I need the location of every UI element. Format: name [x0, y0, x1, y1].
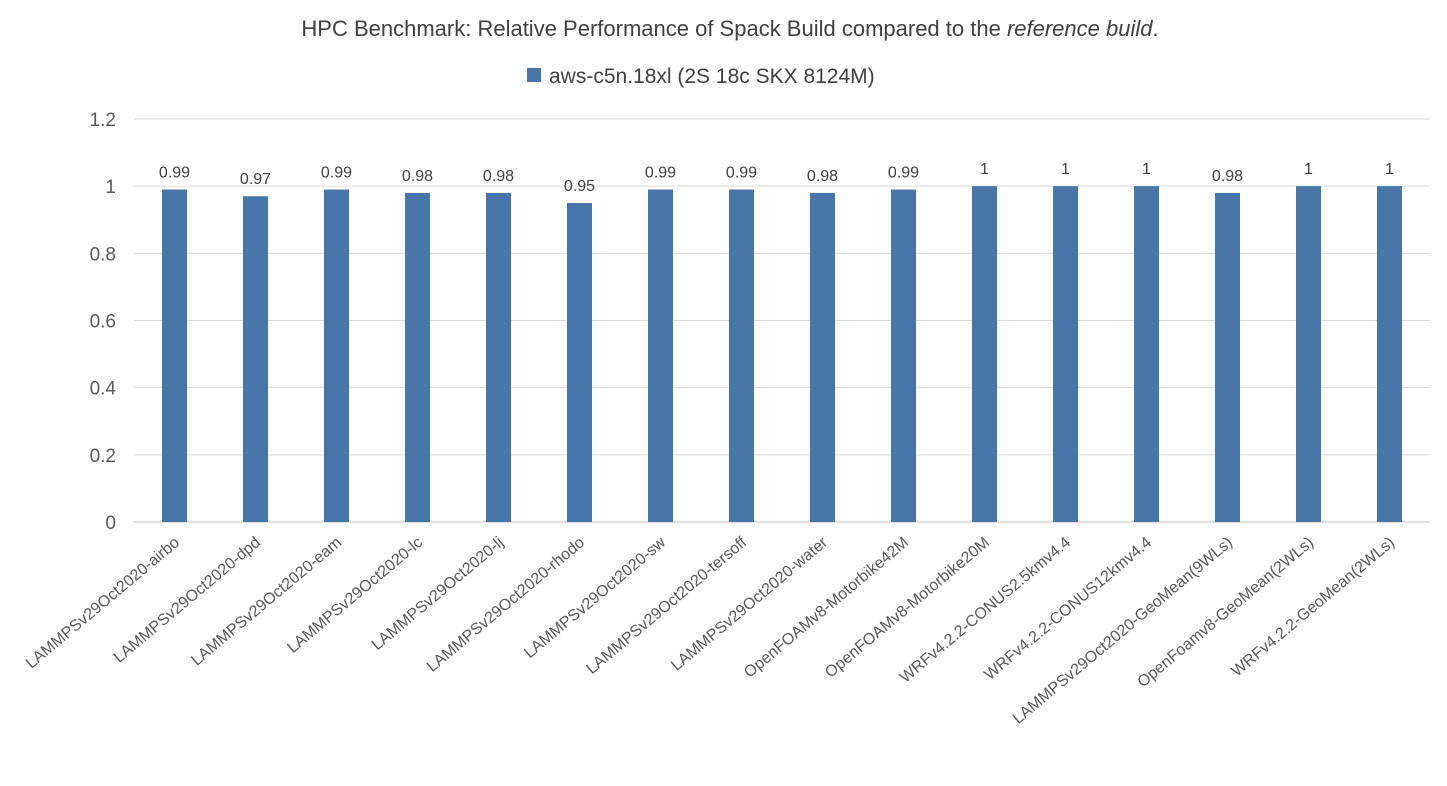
- bar: [1134, 186, 1159, 522]
- data-label: 1: [1142, 161, 1151, 178]
- data-label: 1: [1385, 161, 1394, 178]
- chart-title-emphasis: reference build: [1007, 16, 1153, 41]
- data-label: 0.98: [1212, 168, 1243, 185]
- x-category-label: WRFv4.2.2-GeoMean(2WLs): [1228, 534, 1398, 680]
- data-label: 1: [980, 161, 989, 178]
- data-label: 0.98: [483, 168, 514, 185]
- legend-label: aws-c5n.18xl (2S 18c SKX 8124M): [549, 65, 875, 88]
- data-label: 0.99: [726, 165, 757, 182]
- bar: [810, 192, 835, 522]
- y-tick-label: 1.2: [90, 110, 116, 131]
- bar: [1053, 186, 1078, 522]
- chart-title-main: HPC Benchmark: Relative Performance of S…: [301, 16, 1007, 41]
- gridlines: [134, 118, 1430, 523]
- data-labels: 0.99 0.97 0.99 0.98 0.98 0.95 0.99 0.99 0.98 0.99…: [159, 161, 1394, 195]
- bar: [1296, 186, 1321, 522]
- chart-title-suffix: .: [1152, 16, 1158, 41]
- y-tick-label: 0.4: [90, 379, 117, 400]
- y-axis-tick-labels: 0 0.2 0.4 0.6 0.8 1 1.2: [90, 110, 117, 534]
- x-category-label: LAMMPSv29Oct2020-airbo: [23, 534, 183, 672]
- chart-title: HPC Benchmark: Relative Performance of S…: [301, 16, 1158, 41]
- legend-swatch: [527, 68, 541, 82]
- data-label: 0.98: [402, 168, 433, 185]
- x-category-label: WRFv4.2.2-CONUS12kmv4.4: [981, 534, 1155, 684]
- bar: [324, 189, 349, 522]
- bar: [648, 189, 673, 522]
- data-label: 1: [1061, 161, 1070, 178]
- bar: [972, 186, 997, 522]
- bar: [729, 189, 754, 522]
- y-tick-label: 0.2: [90, 446, 116, 467]
- x-category-label: LAMMPSv29Oct2020-water: [668, 534, 831, 675]
- data-label: 1: [1304, 161, 1313, 178]
- x-category-label: LAMMPSv29Oct2020-tersoff: [583, 534, 750, 678]
- bar: [405, 192, 430, 522]
- x-category-label: LAMMPSv29Oct2020-lc: [284, 534, 426, 657]
- y-tick-label: 0.6: [90, 312, 116, 333]
- x-category-label: OpenFOAMv8-Motorbike20M: [822, 534, 993, 681]
- data-label: 0.97: [240, 171, 271, 188]
- x-category-label: WRFv4.2.2-CONUS2.5kmv4.4: [897, 534, 1074, 687]
- bar: [1215, 192, 1240, 522]
- x-category-label: LAMMPSv29Oct2020-sw: [521, 534, 669, 662]
- data-label: 0.95: [564, 178, 595, 195]
- bar: [891, 189, 916, 522]
- y-tick-label: 0: [105, 513, 116, 534]
- data-label: 0.99: [159, 165, 190, 182]
- x-category-label: LAMMPSv29Oct2020-rhodo: [424, 534, 588, 676]
- legend: aws-c5n.18xl (2S 18c SKX 8124M): [527, 65, 875, 88]
- data-label: 0.99: [888, 165, 919, 182]
- bars: [162, 186, 1402, 523]
- bar: [243, 196, 268, 522]
- data-label: 0.99: [645, 165, 676, 182]
- y-tick-label: 1: [105, 177, 116, 198]
- bar: [162, 189, 187, 522]
- y-tick-label: 0.8: [90, 244, 116, 265]
- x-category-label: LAMMPSv29Oct2020-eam: [188, 534, 345, 669]
- bar: [1377, 186, 1402, 522]
- bar: [486, 192, 511, 522]
- bar: [567, 202, 592, 523]
- x-category-label: OpenFOAMv8-Motorbike42M: [741, 534, 912, 681]
- x-axis-category-labels: LAMMPSv29Oct2020-airboLAMMPSv29Oct2020-d…: [23, 534, 1398, 728]
- x-category-label: LAMMPSv29Oct2020-lj: [369, 534, 507, 654]
- data-label: 0.99: [321, 165, 352, 182]
- data-label: 0.98: [807, 168, 838, 185]
- x-category-label: OpenFoamv8-GeoMean(2WLs): [1134, 534, 1317, 691]
- x-category-label: LAMMPSv29Oct2020-dpd: [111, 534, 264, 667]
